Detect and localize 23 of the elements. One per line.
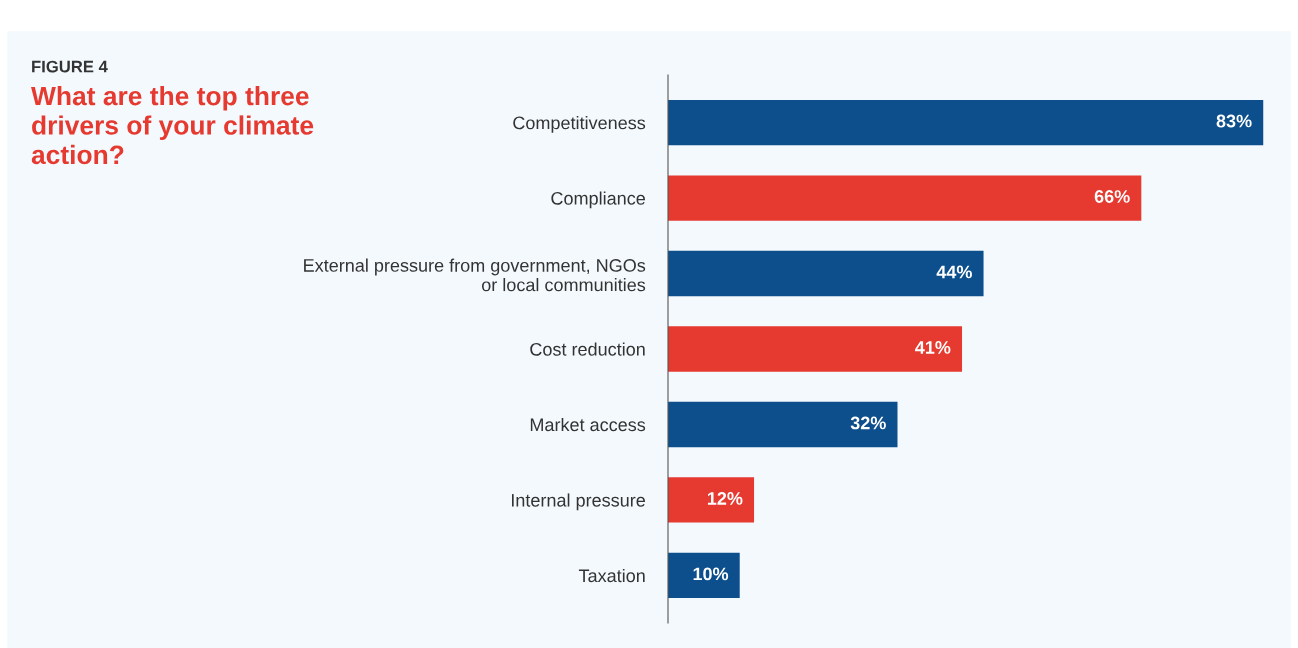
data-label: 32% bbox=[850, 416, 886, 430]
y-tick-label: Cost reduction bbox=[530, 342, 645, 356]
bar bbox=[668, 477, 755, 523]
bar bbox=[668, 99, 1264, 146]
bar bbox=[668, 250, 984, 297]
bar bbox=[668, 401, 898, 448]
data-label: 83% bbox=[1216, 114, 1252, 128]
data-label: 10% bbox=[693, 567, 729, 581]
y-tick-label: Competitiveness bbox=[513, 116, 646, 133]
bar bbox=[668, 326, 963, 372]
y-tick-label: External pressure from government, NGOs or local communities bbox=[304, 258, 646, 292]
data-label: 12% bbox=[707, 492, 743, 505]
text: FIGURE 4 bbox=[32, 60, 108, 73]
y-tick-label: Taxation bbox=[578, 568, 645, 583]
bar bbox=[668, 175, 1142, 221]
bar bbox=[668, 552, 740, 599]
text: What are the top three drivers of your climate action? bbox=[31, 86, 314, 165]
y-tick-label: Market access bbox=[530, 417, 646, 432]
y-tick-label: Internal pressure bbox=[511, 493, 645, 511]
data-label: 66% bbox=[1094, 190, 1130, 203]
y-tick-label: Compliance bbox=[551, 191, 645, 209]
data-label: 41% bbox=[915, 341, 951, 354]
data-label: 44% bbox=[936, 265, 972, 279]
